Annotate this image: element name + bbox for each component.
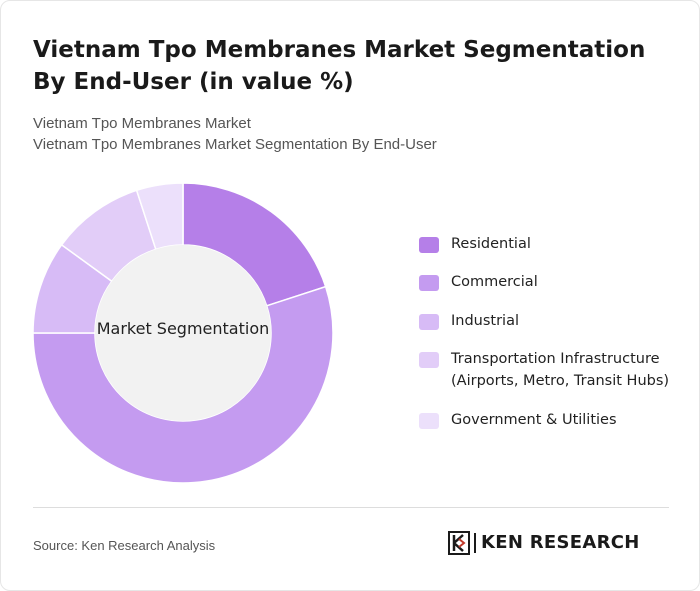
legend-swatch — [419, 352, 439, 368]
legend-label: Residential — [451, 236, 531, 252]
legend-label: Transportation Infrastructure (Airports,… — [451, 351, 670, 389]
ken-research-logo-icon — [448, 531, 470, 555]
ken-research-logo: KEN RESEARCH — [448, 531, 640, 555]
ken-research-logo-text: KEN RESEARCH — [474, 533, 640, 553]
legend-label: Commercial — [451, 274, 538, 290]
legend-label: Government & Utilities — [451, 412, 617, 428]
legend-swatch — [419, 275, 439, 291]
donut-slice-commercial — [32, 285, 334, 484]
legend-swatch — [419, 413, 439, 429]
legend-swatch — [419, 237, 439, 253]
legend-swatch — [419, 314, 439, 330]
subtitle-market: Vietnam Tpo Membranes Market — [33, 115, 251, 132]
donut-chart — [32, 182, 334, 484]
legend-item: Government & Utilities — [419, 409, 681, 431]
donut-center-label: Market Segmentation — [96, 319, 270, 338]
footer-divider — [33, 507, 669, 508]
legend-item: Residential — [419, 233, 681, 255]
subtitle-block: Vietnam Tpo Membranes Market Vietnam Tpo… — [33, 113, 437, 155]
legend-label: Industrial — [451, 313, 520, 329]
legend-item: Industrial — [419, 310, 681, 332]
chart-title: Vietnam Tpo Membranes Market Segmentatio… — [33, 37, 646, 95]
subtitle-segmentation: Vietnam Tpo Membranes Market Segmentatio… — [33, 136, 437, 153]
donut-hole — [95, 245, 271, 421]
source-note: Source: Ken Research Analysis — [33, 538, 216, 553]
legend-item: Transportation Infrastructure (Airports,… — [419, 348, 681, 392]
legend-item: Commercial — [419, 271, 681, 293]
